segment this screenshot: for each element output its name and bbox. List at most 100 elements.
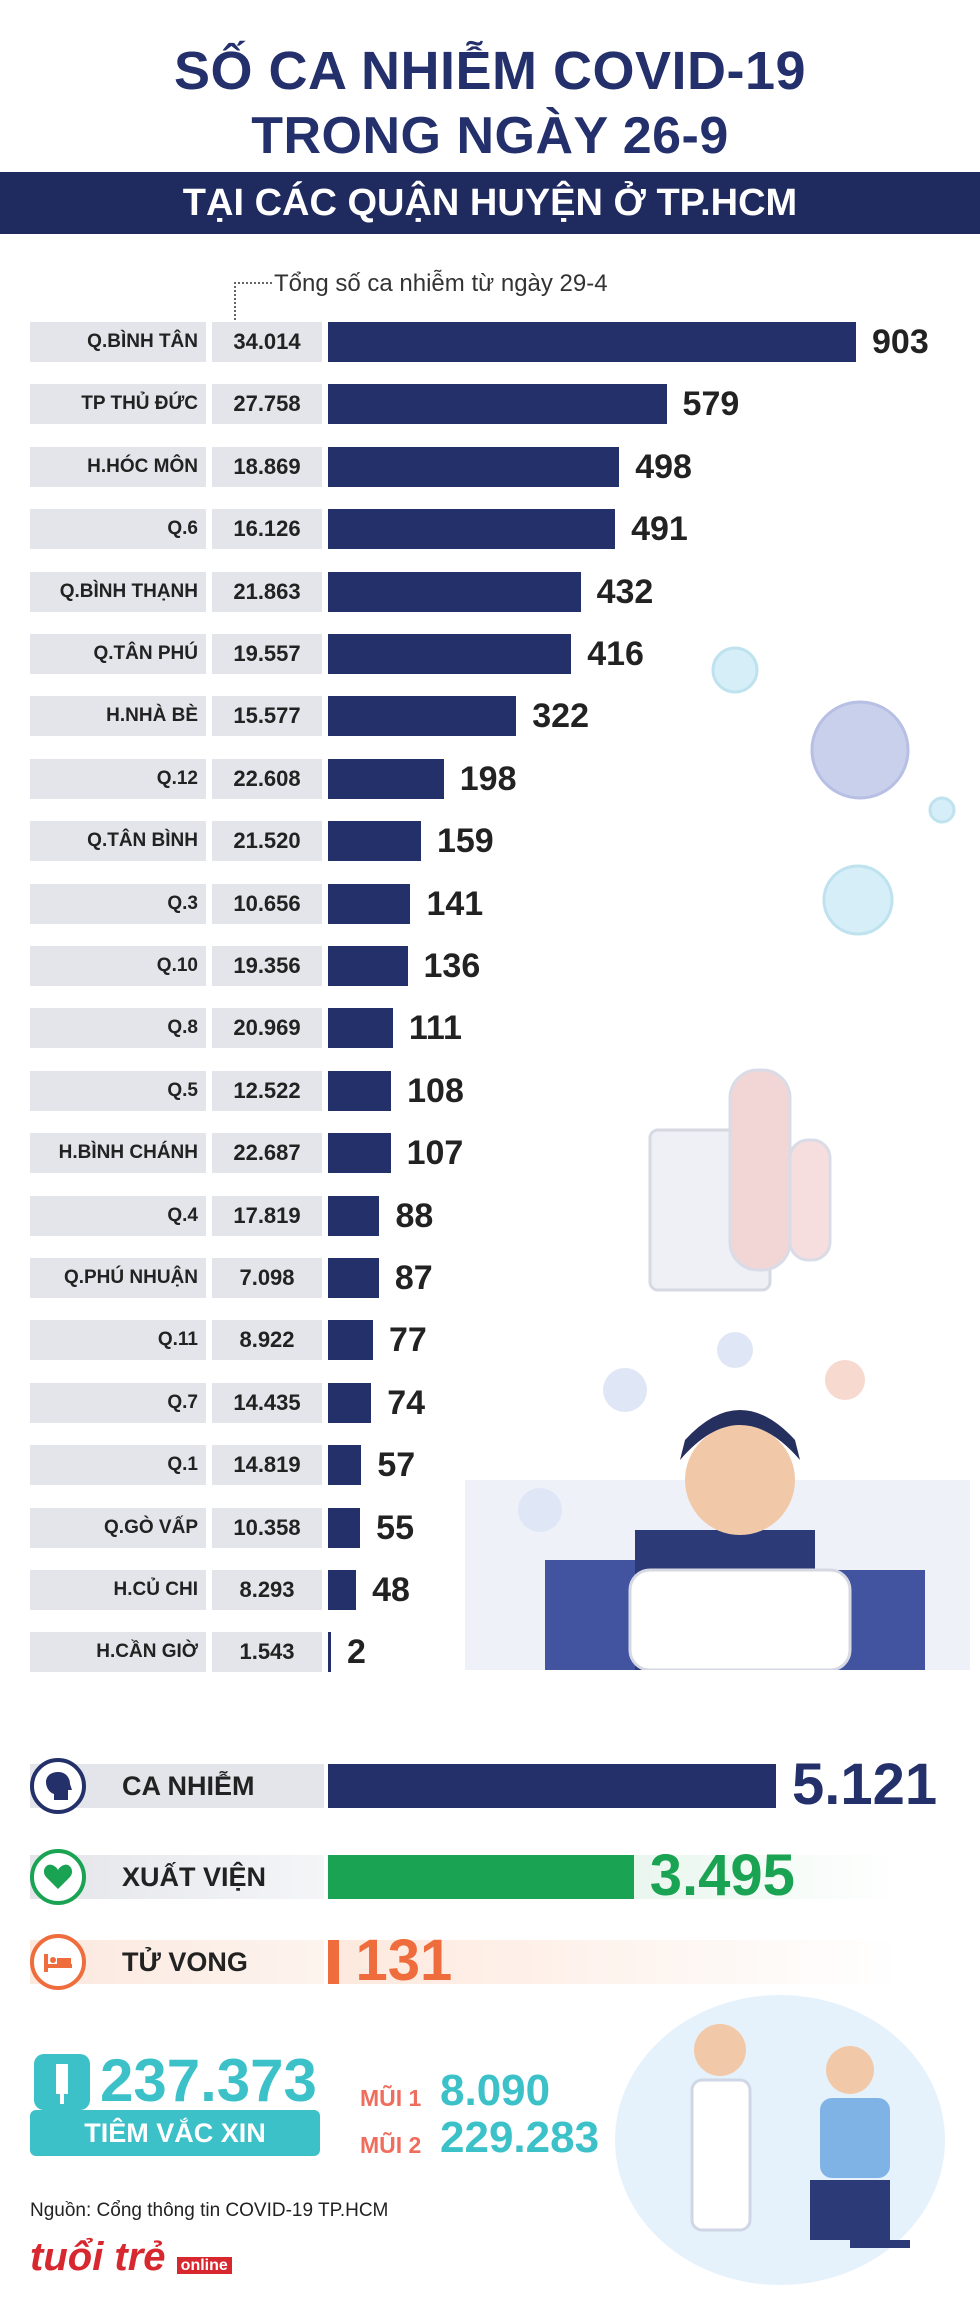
district-value: 74 bbox=[387, 1384, 426, 1422]
subtitle-band: TẠI CÁC QUẬN HUYỆN Ở TP.HCM bbox=[0, 172, 980, 234]
hospital-bed-icon bbox=[30, 1934, 86, 1990]
dose2-label: MŨI 2 bbox=[360, 2132, 422, 2158]
recovered-bar bbox=[328, 1855, 634, 1899]
district-total: 19.356 bbox=[212, 946, 322, 986]
district-bar bbox=[328, 759, 444, 799]
district-label: Q.TÂN BÌNH bbox=[30, 821, 206, 861]
district-label: Q.BÌNH THẠNH bbox=[30, 572, 206, 612]
deaths-value: 131 bbox=[355, 1928, 453, 1993]
district-total: 18.869 bbox=[212, 447, 322, 487]
district-total: 19.557 bbox=[212, 634, 322, 674]
district-bar bbox=[328, 946, 408, 986]
district-bar bbox=[328, 1445, 362, 1485]
vaccine-total: 237.373 bbox=[100, 2047, 317, 2114]
district-value: 416 bbox=[587, 635, 644, 673]
tuoitre-logo: tuổi trẻ online bbox=[30, 2235, 232, 2280]
cases-value: 5.121 bbox=[792, 1752, 938, 1817]
dose2-value: 229.283 bbox=[440, 2113, 600, 2162]
district-label: Q.11 bbox=[30, 1320, 206, 1360]
district-label: Q.5 bbox=[30, 1071, 206, 1111]
district-bar bbox=[328, 1008, 393, 1048]
district-value: 141 bbox=[426, 885, 484, 923]
dose1-value: 8.090 bbox=[440, 2066, 551, 2115]
doctor-illustration bbox=[465, 1332, 970, 1670]
district-label: Q.3 bbox=[30, 884, 206, 924]
district-total: 8.293 bbox=[212, 1570, 322, 1610]
district-total: 27.758 bbox=[212, 384, 322, 424]
district-label: Q.6 bbox=[30, 509, 206, 549]
district-value: 432 bbox=[596, 573, 654, 611]
district-total: 16.126 bbox=[212, 509, 322, 549]
district-value: 322 bbox=[532, 697, 589, 735]
district-total: 15.577 bbox=[212, 696, 322, 736]
district-value: 136 bbox=[423, 947, 481, 985]
district-bar bbox=[328, 696, 517, 736]
district-value: 48 bbox=[372, 1571, 410, 1609]
note-pointer bbox=[234, 282, 272, 320]
district-bar bbox=[328, 384, 667, 424]
district-label: Q.10 bbox=[30, 946, 206, 986]
district-value: 88 bbox=[395, 1197, 434, 1235]
district-label: H.CẦN GIỜ bbox=[30, 1632, 206, 1672]
district-label: Q.1 bbox=[30, 1445, 206, 1485]
district-value: 579 bbox=[682, 385, 740, 423]
dose1-label: MŨI 1 bbox=[360, 2085, 422, 2111]
bar-fade bbox=[633, 1855, 900, 1899]
district-value: 903 bbox=[872, 323, 929, 361]
district-total: 10.358 bbox=[212, 1508, 322, 1548]
head-icon bbox=[30, 1758, 86, 1814]
district-label: H.CỦ CHI bbox=[30, 1570, 206, 1610]
district-value: 498 bbox=[635, 448, 692, 486]
district-value: 77 bbox=[389, 1321, 427, 1359]
district-bar bbox=[328, 1071, 392, 1111]
vaccination-illustration bbox=[615, 1995, 945, 2285]
district-value: 107 bbox=[406, 1134, 464, 1172]
district-label: Q.7 bbox=[30, 1383, 206, 1423]
district-total: 17.819 bbox=[212, 1196, 322, 1236]
district-bar bbox=[328, 1258, 379, 1298]
district-bar bbox=[328, 1320, 374, 1360]
district-value: 111 bbox=[408, 1009, 462, 1047]
page-title-line2: TRONG NGÀY 26-9 bbox=[251, 107, 729, 165]
district-total: 14.435 bbox=[212, 1383, 322, 1423]
district-total: 10.656 bbox=[212, 884, 322, 924]
district-total: 1.543 bbox=[212, 1632, 322, 1672]
district-value: 198 bbox=[459, 760, 517, 798]
district-value: 87 bbox=[394, 1259, 433, 1297]
header: SỐ CA NHIỄM COVID-19 TRONG NGÀY 26-9 bbox=[0, 0, 980, 170]
page-title-line1: SỐ CA NHIỄM COVID-19 bbox=[173, 41, 807, 101]
district-total: 20.969 bbox=[212, 1008, 322, 1048]
district-total: 22.687 bbox=[212, 1133, 322, 1173]
test-tube-illustration bbox=[648, 1068, 832, 1292]
district-label: Q.12 bbox=[30, 759, 206, 799]
district-label: H.HÓC MÔN bbox=[30, 447, 206, 487]
district-value: 108 bbox=[407, 1072, 464, 1110]
district-value: 55 bbox=[376, 1509, 414, 1547]
district-total: 21.520 bbox=[212, 821, 322, 861]
district-bar bbox=[328, 821, 421, 861]
district-value: 57 bbox=[377, 1446, 416, 1484]
district-total: 21.863 bbox=[212, 572, 322, 612]
source-note: Nguồn: Cổng thông tin COVID-19 TP.HCM bbox=[30, 2200, 389, 2221]
district-total: 7.098 bbox=[212, 1258, 322, 1298]
district-bar bbox=[328, 1383, 372, 1423]
district-label: Q.BÌNH TÂN bbox=[30, 322, 206, 362]
logo-sub: online bbox=[176, 2257, 232, 2274]
district-bar bbox=[328, 447, 620, 487]
district-total: 22.608 bbox=[212, 759, 322, 799]
deaths-bar bbox=[328, 1940, 340, 1984]
district-value: 159 bbox=[436, 822, 494, 860]
district-bar bbox=[328, 1570, 357, 1610]
district-bar bbox=[328, 572, 581, 612]
logo-text: tuổi trẻ bbox=[30, 2235, 166, 2279]
district-total: 12.522 bbox=[212, 1071, 322, 1111]
district-label: Q.GÒ VẤP bbox=[30, 1508, 206, 1548]
district-label: Q.8 bbox=[30, 1008, 206, 1048]
district-label: Q.PHÚ NHUẬN bbox=[30, 1258, 206, 1298]
district-bar bbox=[328, 322, 856, 362]
district-bar bbox=[328, 1133, 391, 1173]
cases-bar bbox=[328, 1764, 776, 1808]
district-label: TP THỦ ĐỨC bbox=[30, 384, 206, 424]
district-total: 8.922 bbox=[212, 1320, 322, 1360]
district-label: H.BÌNH CHÁNH bbox=[30, 1133, 206, 1173]
